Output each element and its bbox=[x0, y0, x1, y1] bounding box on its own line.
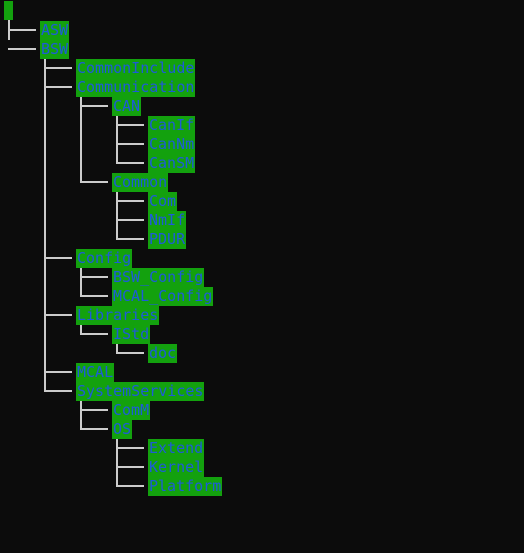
tree-vertical-line bbox=[116, 191, 118, 240]
tree-row: BSW bbox=[0, 40, 70, 59]
dir-comm[interactable]: ComM bbox=[112, 401, 151, 420]
tree-vertical-line bbox=[116, 343, 118, 354]
tree-row: ASW bbox=[0, 21, 70, 40]
tree-vertical-line bbox=[116, 438, 118, 487]
tree-row: doc bbox=[0, 344, 178, 363]
dir-can[interactable]: CAN bbox=[112, 97, 142, 116]
tree-branch bbox=[44, 59, 72, 69]
tree-branch bbox=[116, 230, 144, 240]
tree-branch bbox=[8, 21, 36, 31]
tree-vertical-line bbox=[80, 96, 82, 183]
tree-row: CanSM bbox=[0, 154, 196, 173]
tree-branch bbox=[44, 306, 72, 316]
dir-com[interactable]: Com bbox=[148, 192, 178, 211]
dir-os[interactable]: OS bbox=[112, 420, 133, 439]
tree-branch bbox=[116, 477, 144, 487]
tree-row: Common bbox=[0, 173, 169, 192]
tree-branch bbox=[116, 458, 144, 468]
dir-platform[interactable]: Platform bbox=[148, 477, 223, 496]
tree-branch bbox=[80, 325, 108, 335]
tree-vertical-line bbox=[80, 324, 82, 335]
tree-branch bbox=[116, 116, 144, 126]
dir-mcal-config[interactable]: MCAL_Config bbox=[112, 287, 214, 306]
dir-communication[interactable]: Communication bbox=[76, 78, 196, 97]
dir-canif[interactable]: CanIf bbox=[148, 116, 196, 135]
dir-kernel[interactable]: Kernel bbox=[148, 458, 205, 477]
tree-branch bbox=[116, 192, 144, 202]
dir-pdur[interactable]: PDUR bbox=[148, 230, 187, 249]
tree-vertical-line bbox=[80, 400, 82, 430]
tree-row: Libraries bbox=[0, 306, 160, 325]
tree-branch bbox=[80, 420, 108, 430]
dir-commoninclude[interactable]: CommonInclude bbox=[76, 59, 196, 78]
dir-bsw-config[interactable]: BSW_Config bbox=[112, 268, 205, 287]
tree-row: MCAL bbox=[0, 363, 115, 382]
scrolled-off-text: ' ' bbox=[306, 0, 340, 4]
tree-branch bbox=[80, 97, 108, 107]
tree-branch bbox=[80, 287, 108, 297]
dir-libraries[interactable]: Libraries bbox=[76, 306, 160, 325]
dir-istd[interactable]: IStd bbox=[112, 325, 151, 344]
tree-branch bbox=[8, 40, 36, 50]
tree-row: BSW_Config bbox=[0, 268, 205, 287]
tree-branch bbox=[80, 173, 108, 183]
tree-row: Config bbox=[0, 249, 133, 268]
tree-vertical-line bbox=[44, 58, 46, 391]
tree-branch bbox=[44, 382, 72, 392]
dir-systemservices[interactable]: SystemServices bbox=[76, 382, 205, 401]
tree-branch bbox=[80, 268, 108, 278]
tree-row: Communication bbox=[0, 78, 196, 97]
tree-branch bbox=[80, 401, 108, 411]
tree-row: Extend bbox=[0, 439, 205, 458]
tree-branch bbox=[116, 439, 144, 449]
tree-branch bbox=[44, 249, 72, 259]
tree-row: CAN bbox=[0, 97, 142, 116]
dir-common[interactable]: Common bbox=[112, 173, 169, 192]
tree-row: OS bbox=[0, 420, 133, 439]
tree-branch bbox=[116, 211, 144, 221]
tree-branch bbox=[116, 154, 144, 164]
tree-row: IStd bbox=[0, 325, 151, 344]
tree-branch bbox=[44, 78, 72, 88]
tree-row: NmIf bbox=[0, 211, 187, 230]
tree-row: Kernel bbox=[0, 458, 205, 477]
dir-cannm[interactable]: CanNm bbox=[148, 135, 196, 154]
dir-mcal[interactable]: MCAL bbox=[76, 363, 115, 382]
tree-row: CommonInclude bbox=[0, 59, 196, 78]
tree-vertical-line bbox=[116, 115, 118, 164]
tree-branch bbox=[116, 344, 144, 354]
tree-row: ComM bbox=[0, 401, 151, 420]
tree-branch bbox=[116, 135, 144, 145]
tree-row: SystemServices bbox=[0, 382, 205, 401]
dir-asw[interactable]: ASW bbox=[40, 21, 70, 40]
tree-row: Com bbox=[0, 192, 178, 211]
scrolled-off-text: · bbox=[42, 0, 50, 4]
dir-bsw[interactable]: BSW bbox=[40, 40, 70, 59]
tree-vertical-line bbox=[80, 267, 82, 297]
tree-row: MCAL_Config bbox=[0, 287, 214, 306]
tree-row: Platform bbox=[0, 477, 223, 496]
dir-doc[interactable]: doc bbox=[148, 344, 178, 363]
tree-row: CanNm bbox=[0, 135, 196, 154]
dir-extend[interactable]: Extend bbox=[148, 439, 205, 458]
dir-cansm[interactable]: CanSM bbox=[148, 154, 196, 173]
tree-branch bbox=[44, 363, 72, 373]
tree-row: PDUR bbox=[0, 230, 187, 249]
tree-row: CanIf bbox=[0, 116, 196, 135]
tree-root-marker bbox=[4, 1, 13, 20]
dir-config[interactable]: Config bbox=[76, 249, 133, 268]
terminal-window: · ' ' ASW BSW CommonInclude Communicatio… bbox=[0, 0, 340, 496]
dir-nmif[interactable]: NmIf bbox=[148, 211, 187, 230]
